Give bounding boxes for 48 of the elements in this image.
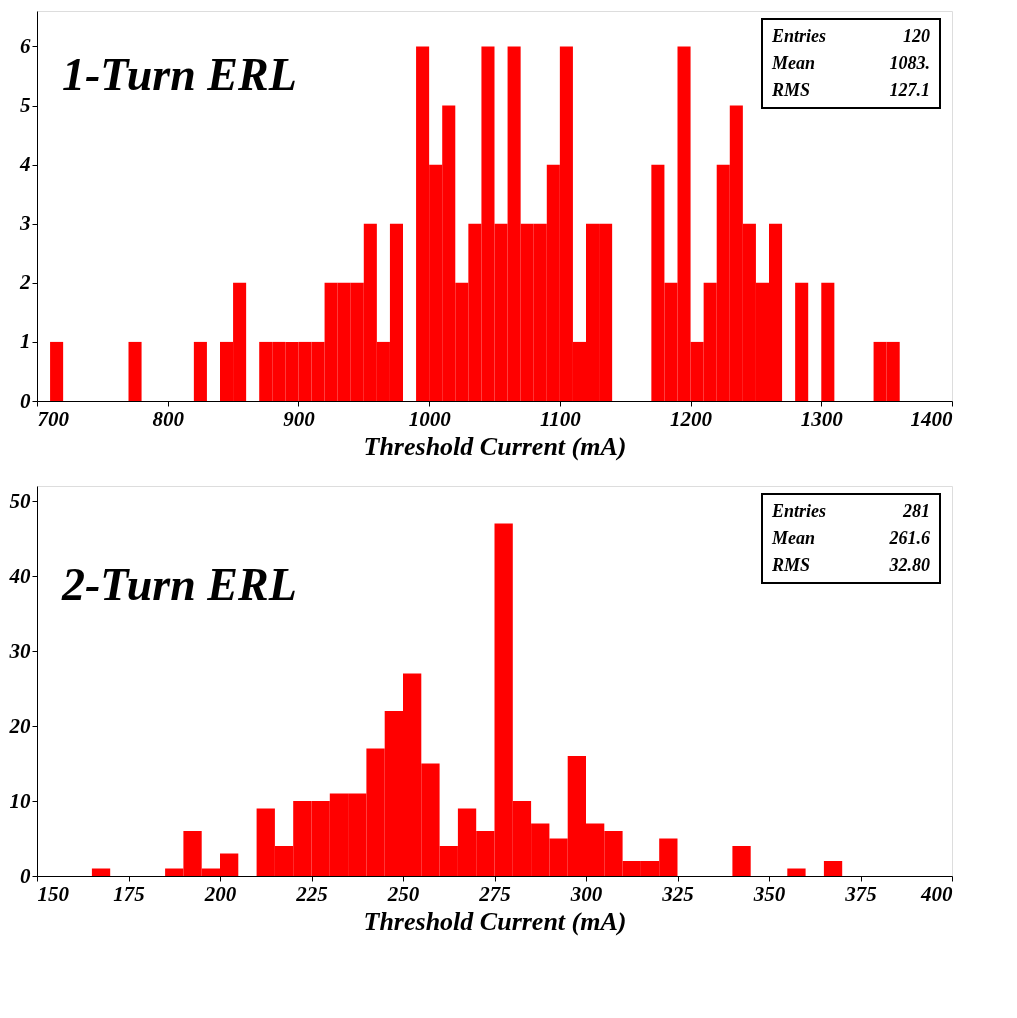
y-tick-label: 6 <box>20 33 31 58</box>
y-tick-label: 0 <box>20 388 31 413</box>
x-tick-label: 1300 <box>800 406 844 431</box>
y-tick-label: 10 <box>9 788 31 813</box>
x-tick-label: 150 <box>37 881 70 906</box>
x-tick-label: 1400 <box>910 406 953 431</box>
x-tick-label: 800 <box>152 406 185 431</box>
x-axis-title: Threshold Current (mA) <box>363 431 627 461</box>
y-tick-label: 5 <box>20 93 31 118</box>
annotation: 281 <box>902 501 930 521</box>
x-tick-label: 350 <box>752 881 786 906</box>
annotation: Entries <box>771 26 827 46</box>
x-tick-label: 1000 <box>408 406 452 431</box>
annotation: 120 <box>903 26 930 46</box>
x-tick-label: 900 <box>283 406 316 431</box>
annotation: 32.80 <box>888 555 930 575</box>
x-tick-label: 300 <box>569 881 603 906</box>
annotation: Mean <box>771 528 816 548</box>
annotation: 127.1 <box>889 80 930 100</box>
y-tick-label: 20 <box>8 713 31 738</box>
x-tick-label: 400 <box>920 881 953 906</box>
x-tick-label: 375 <box>844 881 877 906</box>
y-tick-label: 3 <box>19 211 31 236</box>
y-tick-label: 0 <box>20 863 31 888</box>
x-tick-label: 1100 <box>539 406 582 431</box>
annotation: 261.6 <box>888 528 930 548</box>
x-tick-label: 1200 <box>670 406 713 431</box>
x-tick-label: 200 <box>203 881 237 906</box>
text: 1-Turn ERL <box>62 49 297 100</box>
x-tick-label: 175 <box>113 881 145 906</box>
y-tick-label: 4 <box>19 152 31 177</box>
annotation: RMS <box>771 555 811 575</box>
x-tick-label: 700 <box>37 406 70 431</box>
y-tick-label: 30 <box>8 638 31 663</box>
annotation: Mean <box>771 53 816 73</box>
y-tick-label: 2 <box>19 270 31 295</box>
x-tick-label: 225 <box>295 881 328 906</box>
x-tick-label: 250 <box>386 881 420 906</box>
text: 2-Turn ERL <box>61 559 297 610</box>
y-tick-label: 1 <box>20 329 31 354</box>
x-tick-label: 325 <box>661 881 694 906</box>
y-tick-label: 50 <box>9 488 31 513</box>
y-tick-label: 40 <box>8 563 31 588</box>
x-tick-label: 275 <box>478 881 511 906</box>
annotation: 1083. <box>889 53 930 73</box>
annotation: RMS <box>771 80 811 100</box>
annotation: Entries <box>771 501 827 521</box>
x-axis-title: Threshold Current (mA) <box>363 906 627 936</box>
